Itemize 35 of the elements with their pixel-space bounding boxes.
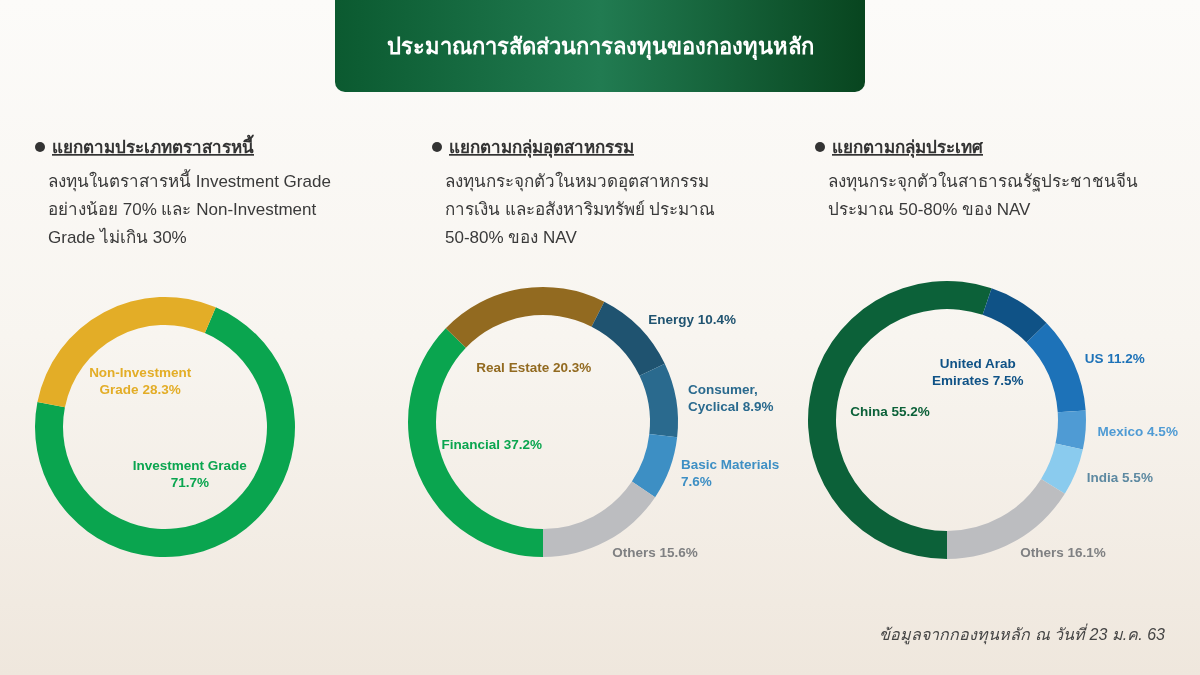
donut-slice [947, 478, 1065, 559]
slice-label: Energy 10.4% [648, 312, 737, 328]
donut-slice [631, 434, 678, 498]
slice-label: Non-Investment Grade 28.3% [89, 364, 192, 397]
slice-label: China 55.2% [850, 403, 930, 419]
data-label: 71.7% [170, 475, 209, 491]
slice-label: Basic Materials [680, 457, 780, 473]
donut-slice [445, 287, 605, 348]
slice-label: India 5.5% [1086, 469, 1153, 485]
slice-label: US 11.2% [1084, 351, 1145, 367]
slice-label: Others 16.1% [1020, 545, 1106, 561]
donut-slice [1026, 322, 1086, 413]
data-label: 7.6% [680, 474, 712, 490]
donut-slice [1041, 443, 1083, 494]
slice-label: Financial 37.2% [441, 436, 543, 452]
chart-title: แยกตามกลุ่มอุตสาหกรรม [449, 138, 634, 158]
donut-slice [35, 307, 295, 557]
slice-label: Consumer, Cyclical 8.9% [687, 382, 774, 415]
slice-label: Others 15.6% [612, 544, 698, 560]
slice-label: Mexico 4.5% [1097, 423, 1178, 439]
donut-slice [982, 288, 1047, 343]
text: ประมาณการสัดส่วนการลงทุนของกองทุนหลัก [386, 34, 814, 61]
chart-subtitle: ลงทุนกระจุกตัวในสาธารณรัฐประชาชนจีน ประมาณ 50-80% ของ NAV [828, 171, 1138, 219]
donut-slice [37, 297, 216, 408]
chart-subtitle: ลงทุนในตราสารหนี้ Investment Grade อย่างน้อย 70% และ Non-Investment Grade ไม่เกิน 30% [48, 169, 331, 247]
slice-label: Real Estate 20.3% [476, 360, 592, 376]
slice-label: Investment Grade [132, 458, 248, 474]
chart-title: แยกตามประเภทตราสารหนี้ [52, 134, 254, 157]
donut-slice [1055, 410, 1086, 450]
slice-label: United Arab Emirates 7.5% [931, 355, 1024, 388]
donut-slice [639, 363, 678, 438]
donut-slice [543, 481, 656, 557]
chart-title: แยกตามกลุ่มประเทศ [832, 138, 984, 158]
chart-subtitle: ลงทุนกระจุกตัวในหมวดอุตสาหกรรม การเงิน และอสังหาริมทรัพย์ ประมาณ 50-80% ของ NAV [445, 171, 716, 247]
text: ข้อมูลจากกองทุนหลัก ณ วันที่ 23 ม.ค. 63 [879, 623, 1166, 645]
